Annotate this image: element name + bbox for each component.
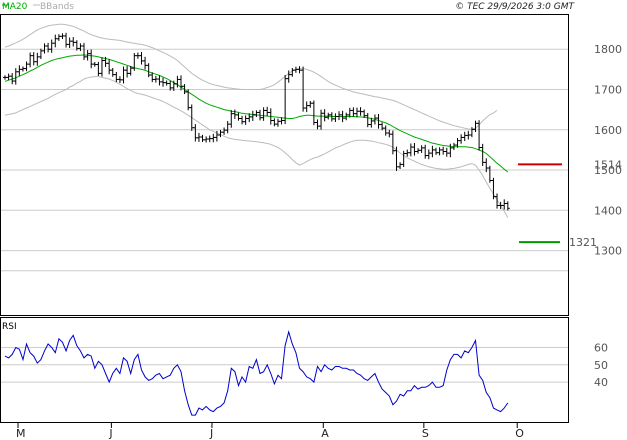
month-label: J (209, 427, 213, 440)
resistance-level-label: 1514 (594, 158, 622, 171)
price-tick-label: 1800 (594, 43, 622, 56)
bbands-upper-line (4, 23, 498, 130)
rsi-tick-label: 40 (594, 376, 608, 389)
price-axis-labels: 1300 1400 1500 1600 1700 1800 (594, 43, 622, 257)
month-label: M (16, 427, 26, 440)
copyright-text: © TEC 29/9/2026 3:0 GMT (455, 2, 575, 12)
rsi-line (4, 330, 509, 416)
month-label: S (422, 427, 429, 440)
price-tick-label: 1500 (594, 164, 622, 177)
rsi-axis-labels: 40 50 60 (594, 341, 608, 389)
month-label: J (108, 427, 112, 440)
month-label: O (515, 427, 524, 440)
rsi-panel-frame (0, 317, 569, 423)
rsi-tick-label: 60 (594, 341, 608, 354)
rsi-title: RSI (2, 322, 17, 332)
price-panel-frame (0, 14, 569, 316)
price-tick-label: 1700 (594, 83, 622, 96)
price-tick-label: 1400 (594, 204, 622, 217)
rsi-tick-label: 50 (594, 359, 608, 372)
price-bar (505, 201, 510, 211)
ma20-legend-label: MA20 (2, 2, 28, 12)
bbands-legend-label: BBands (40, 2, 74, 12)
bbands-lower-line (4, 76, 509, 218)
chart-header: MA20 BBands © TEC 29/9/2026 3:0 GMT (2, 2, 576, 12)
price-panel: 1300 1400 1500 1600 1700 1800 1514 1321 (0, 14, 622, 316)
price-bars (3, 32, 510, 211)
level-lines: 1514 1321 (518, 158, 622, 249)
month-label: A (321, 427, 329, 440)
price-tick-label: 1600 (594, 124, 622, 137)
price-grid (1, 48, 568, 272)
rsi-panel: 40 50 60 RSI (0, 317, 608, 423)
price-tick-label: 1300 (594, 245, 622, 258)
support-level-label: 1321 (569, 236, 597, 249)
